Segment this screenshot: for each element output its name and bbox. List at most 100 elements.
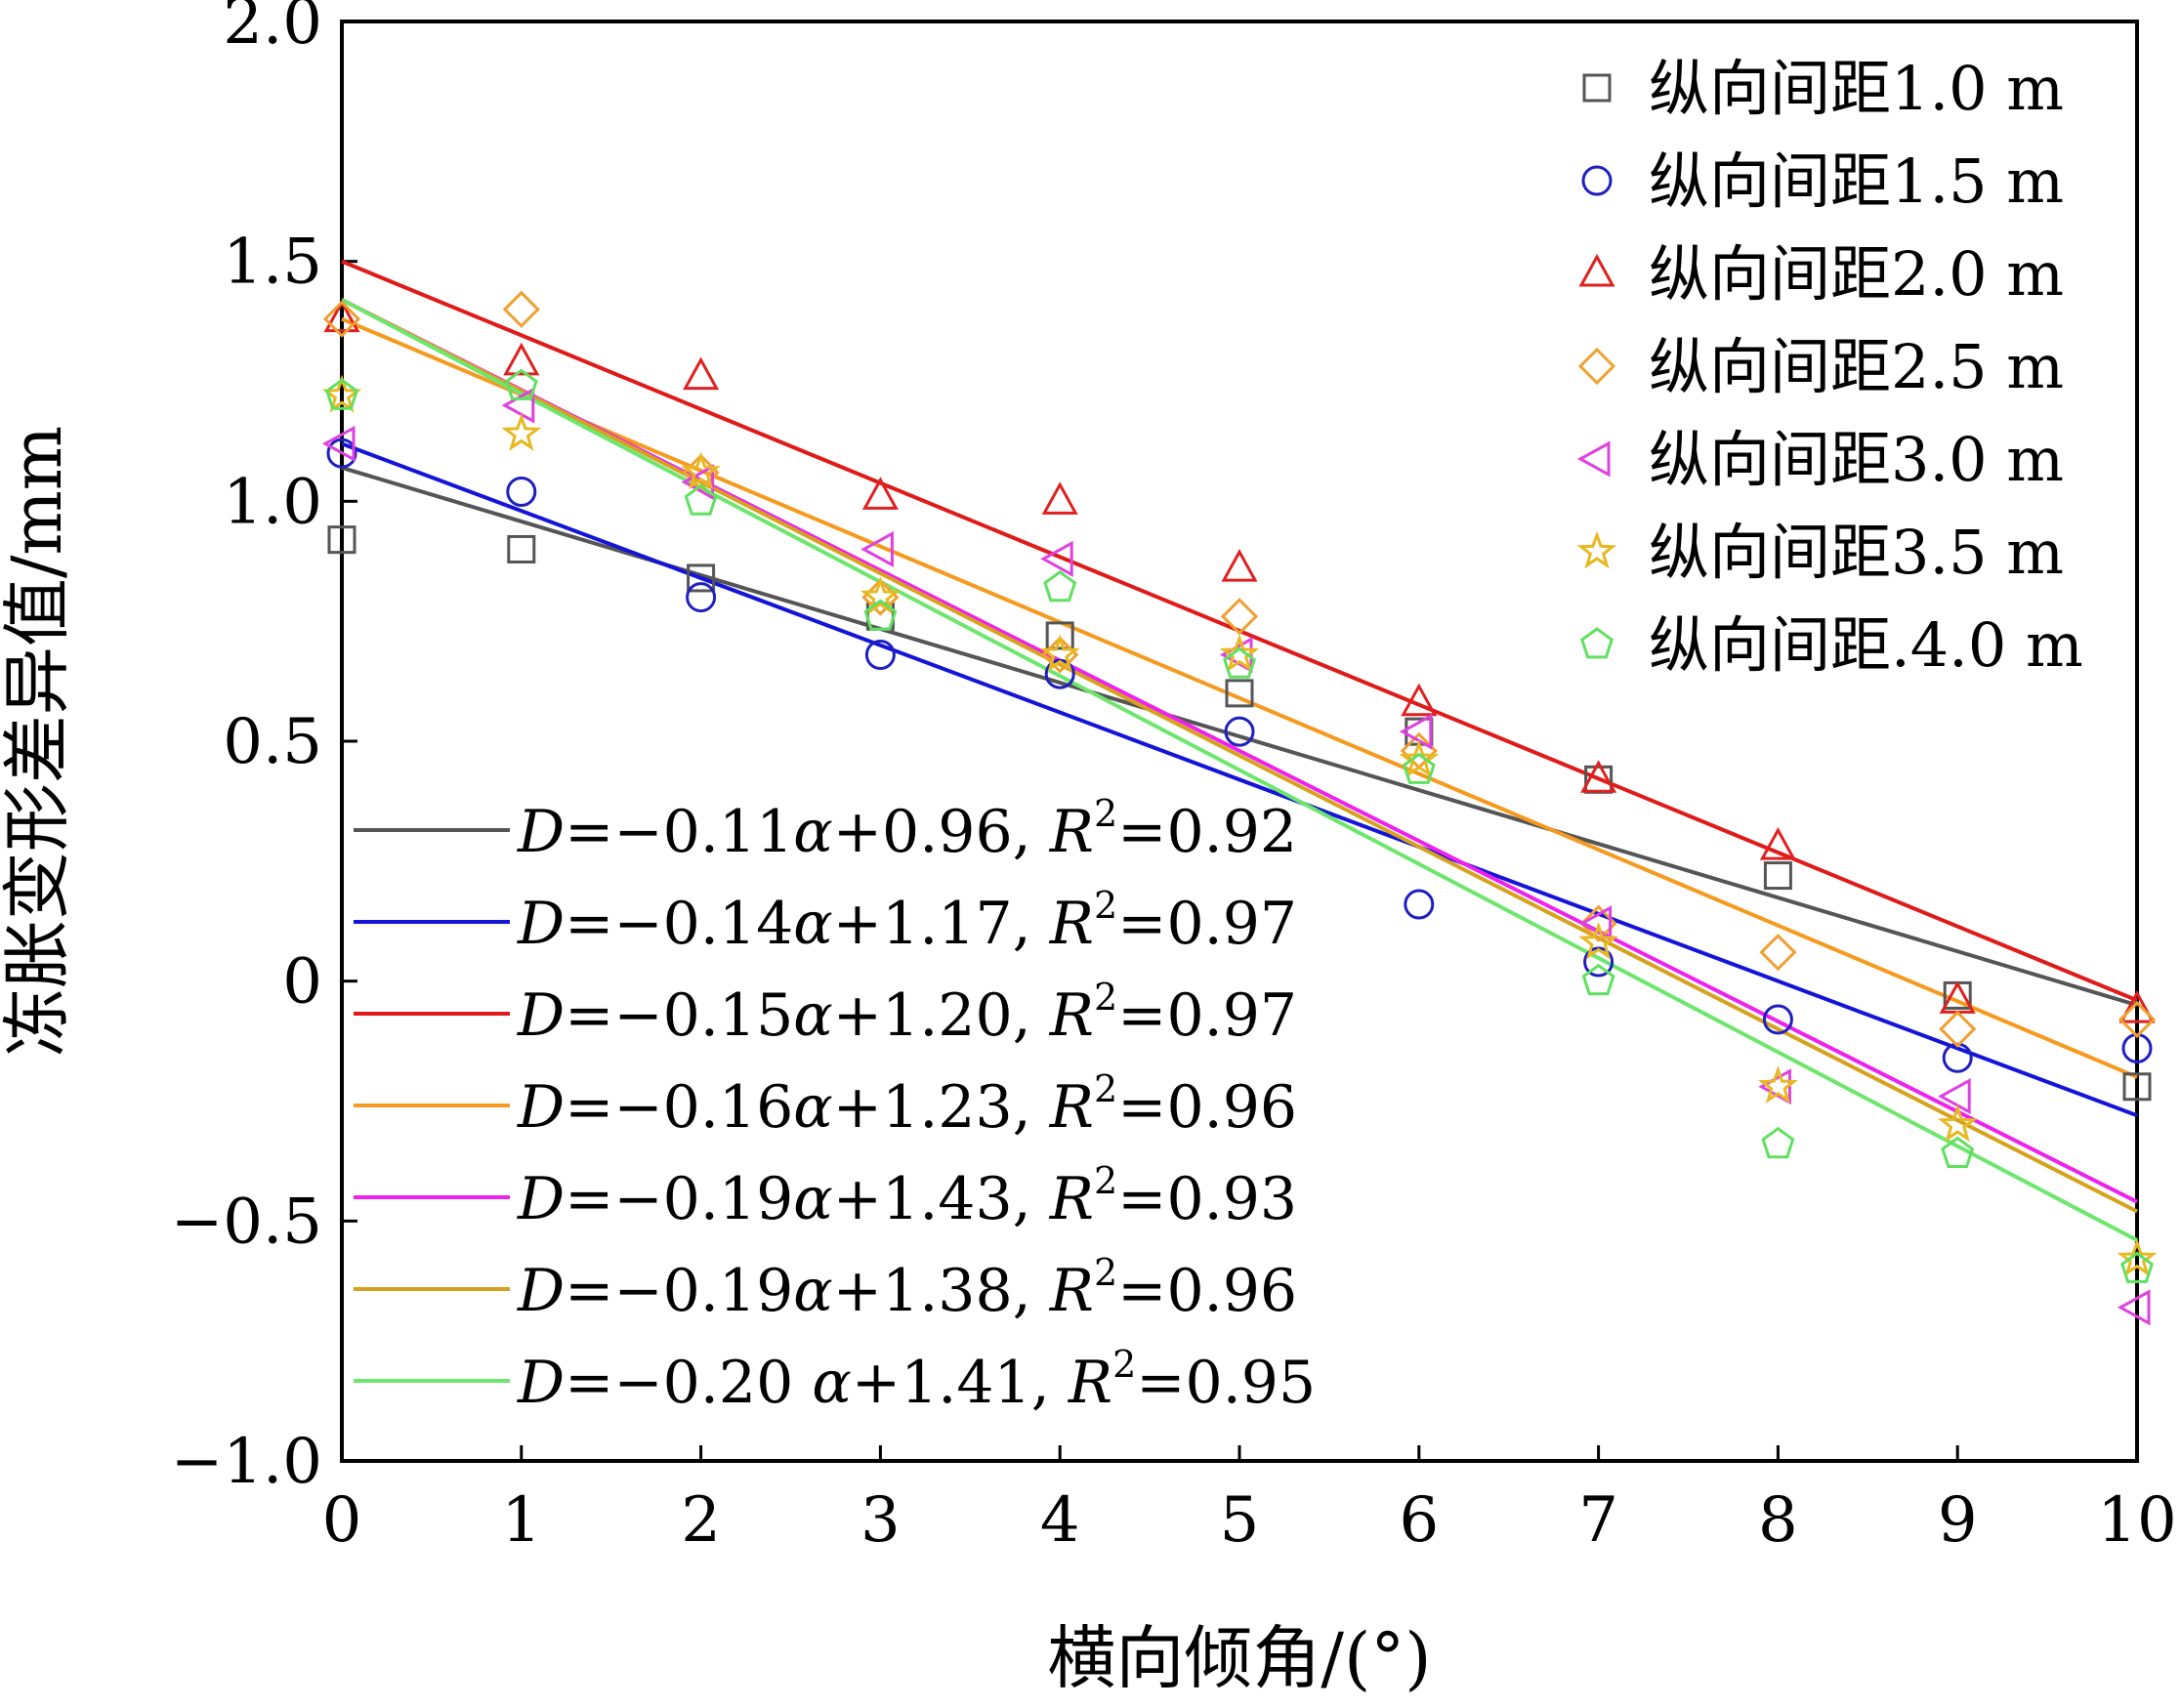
data-point <box>686 582 717 613</box>
data-point <box>860 576 901 614</box>
data-point <box>1224 716 1255 747</box>
legend-label: 纵向间距3.5 m <box>1649 517 2064 588</box>
eq-symbol: R <box>1049 1257 1094 1325</box>
data-point <box>1041 481 1078 515</box>
data-point <box>326 437 357 469</box>
data-point <box>2120 1251 2154 1283</box>
data-point <box>1761 1126 1795 1159</box>
eq-variable: D <box>517 1073 565 1142</box>
data-point <box>504 368 538 400</box>
eq-coefficient: =−0.19 <box>565 1165 793 1233</box>
legend-marker <box>1577 347 1616 386</box>
eq-superscript: 2 <box>1094 1251 1117 1294</box>
eq-r2-value: =0.93 <box>1117 1165 1297 1233</box>
fit-equation: D=−0.20 α+1.41, R2=0.95 <box>517 1343 1316 1417</box>
eq-symbol: α <box>812 1349 852 1417</box>
eq-r2-value: =0.96 <box>1117 1073 1297 1142</box>
eq-variable: D <box>517 981 565 1050</box>
data-point <box>1039 634 1080 672</box>
eq-superscript: 2 <box>1094 1159 1117 1202</box>
data-point <box>1939 1010 1977 1048</box>
eq-symbol: α <box>793 1257 833 1325</box>
data-point <box>1938 1078 1971 1115</box>
data-point <box>1937 1104 1978 1143</box>
eq-r2-value: =0.96 <box>1117 1257 1297 1325</box>
y-tick-label: −0.5 <box>171 1186 322 1258</box>
x-tick-label: 7 <box>1578 1484 1618 1557</box>
fit-line <box>341 316 2138 1079</box>
eq-intercept: +0.96, <box>833 798 1050 866</box>
y-tick-label: 0.5 <box>223 706 322 778</box>
data-point <box>502 290 540 328</box>
eq-coefficient: =−0.14 <box>565 890 793 958</box>
data-point <box>1763 861 1792 891</box>
fit-equation: D=−0.16α+1.23, R2=0.96 <box>517 1067 1297 1142</box>
data-point <box>1404 889 1435 920</box>
eq-symbol: α <box>793 890 833 958</box>
data-point <box>2117 1289 2151 1326</box>
legend-label: 纵向间距2.0 m <box>1649 238 2064 310</box>
x-tick-label: 9 <box>1938 1484 1978 1557</box>
eq-coefficient: =−0.11 <box>565 798 793 866</box>
eq-symbol: R <box>1049 890 1094 958</box>
eq-superscript: 2 <box>1094 976 1117 1019</box>
data-point <box>1225 679 1254 708</box>
data-point <box>1219 634 1260 672</box>
data-point <box>327 525 357 555</box>
legend-marker <box>1580 627 1614 659</box>
fit-lines <box>341 259 2138 1242</box>
eq-variable: D <box>517 798 565 866</box>
data-point <box>1043 569 1077 603</box>
data-point <box>1399 713 1433 750</box>
legend-label: 纵向间距2.5 m <box>1649 331 2064 402</box>
fit-equation: D=−0.14α+1.17, R2=0.97 <box>517 884 1297 958</box>
data-point <box>1762 1004 1793 1035</box>
eq-r2-value: =0.95 <box>1136 1349 1316 1417</box>
data-point <box>687 563 716 593</box>
fit-equation: D=−0.19α+1.43, R2=0.93 <box>517 1159 1297 1233</box>
fit-equation: D=−0.15α+1.20, R2=0.97 <box>517 976 1297 1050</box>
x-tick-label: 10 <box>2097 1484 2176 1557</box>
fit-line <box>341 259 2138 1003</box>
legend-label: 纵向间距1.5 m <box>1649 146 2064 217</box>
legend-label: 纵向间距.4.0 m <box>1649 609 2083 681</box>
data-point <box>1402 752 1436 784</box>
data-point <box>863 599 898 631</box>
data-point <box>1401 683 1438 717</box>
data-point <box>2118 1000 2157 1039</box>
data-point <box>1040 540 1073 577</box>
eq-variable: D <box>517 1349 565 1417</box>
data-point <box>1759 826 1796 860</box>
legend-label: 纵向间距3.0 m <box>1649 424 2064 495</box>
y-tick-label: −1.0 <box>171 1426 322 1498</box>
x-tick-label: 2 <box>681 1484 721 1557</box>
fit-line <box>341 298 2138 1242</box>
data-point <box>864 640 896 671</box>
eq-intercept: +1.41, <box>852 1349 1069 1417</box>
legend-marker <box>1576 440 1611 478</box>
legend-marker <box>1576 530 1617 569</box>
data-point <box>860 530 894 568</box>
axis-ticks: 0 1 2 3 4 5 6 7 8 9 10 −1.0 −0.5 0 0.5 1.0 1.5 2.0 <box>171 0 2177 1557</box>
data-point <box>501 413 542 451</box>
eq-symbol: α <box>793 1073 833 1142</box>
eq-variable: D <box>517 1257 565 1325</box>
data-point <box>2122 1072 2152 1102</box>
x-tick-label: 3 <box>860 1484 901 1557</box>
data-point <box>681 451 721 490</box>
eq-coefficient: =−0.15 <box>565 981 793 1050</box>
x-tick-label: 0 <box>322 1484 362 1557</box>
fit-legend: D=−0.11α+0.96, R2=0.92 D=−0.14α+1.17, R2=… <box>354 792 1316 1417</box>
data-point <box>861 477 899 510</box>
data-point <box>681 464 715 501</box>
data-point <box>325 378 358 410</box>
data-point <box>1221 549 1258 582</box>
eq-coefficient: =−0.16 <box>565 1073 793 1142</box>
x-tick-label: 5 <box>1220 1484 1260 1557</box>
data-point <box>2118 990 2156 1023</box>
fit-equation: D=−0.11α+0.96, R2=0.92 <box>517 792 1297 866</box>
eq-symbol: α <box>793 981 833 1050</box>
data-point <box>507 534 536 563</box>
y-tick-label: 1.0 <box>223 466 322 538</box>
data-point <box>323 299 360 333</box>
